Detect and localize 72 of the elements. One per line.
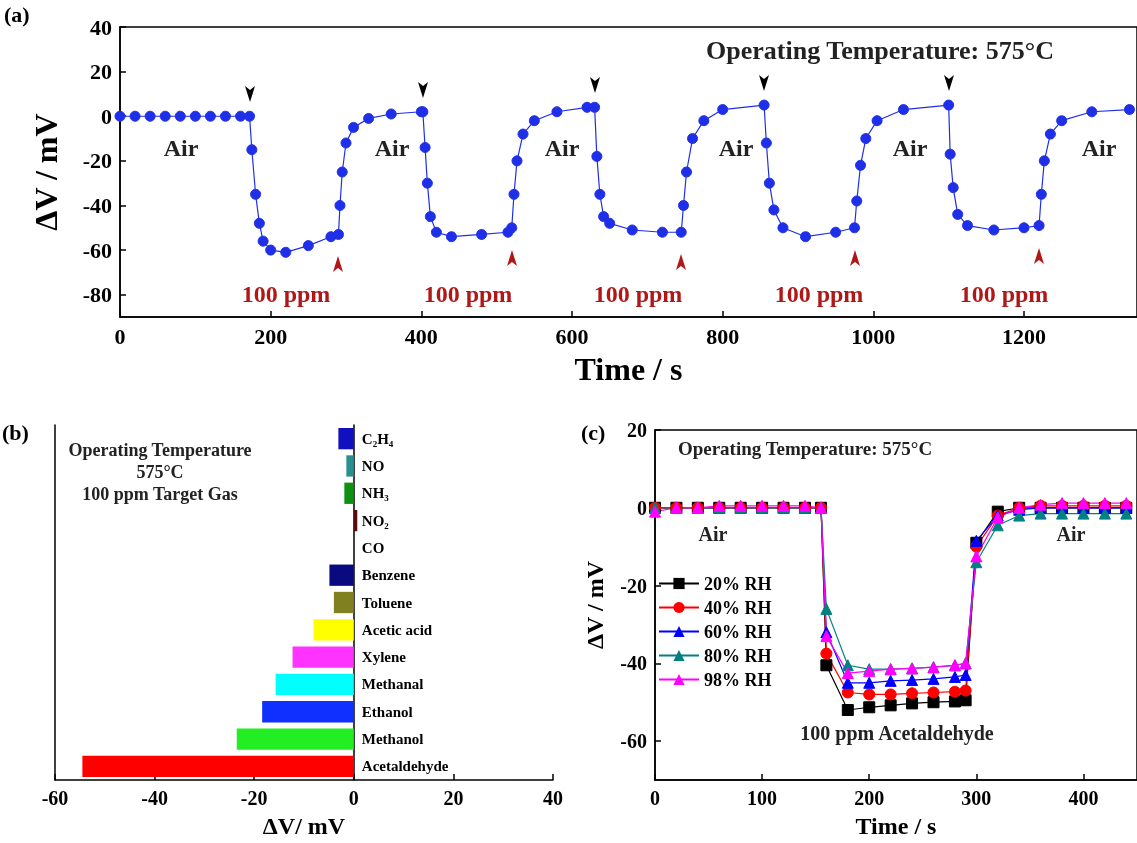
annotation: 100 ppm: [959, 281, 1049, 307]
annotation: Operating Temperature: 575°C: [677, 437, 933, 459]
x-tick-label: -60: [41, 787, 69, 809]
annotation: Air: [718, 135, 754, 161]
legend-label: 98% RH: [704, 669, 772, 690]
annotation: Air: [1081, 135, 1117, 161]
y-tick-label: Acetaldehyde: [361, 758, 449, 775]
annotation: Operating Temperature: [68, 440, 252, 460]
y-tick-label: -60: [620, 730, 647, 753]
x-tick-label: -40: [141, 787, 168, 809]
x-axis-title: ΔV/ mV: [262, 813, 346, 839]
y-tick-label: 0: [101, 103, 112, 129]
y-tick-label: -20: [620, 574, 647, 597]
y-tick-label: Toluene: [361, 594, 413, 611]
legend-label: 40% RH: [704, 597, 772, 618]
x-tick-label: 20: [443, 787, 464, 809]
y-tick-label: C₂H₄: [361, 430, 394, 447]
y-tick-label: Benzene: [361, 567, 416, 584]
text: (b): [2, 419, 29, 445]
y-axis-title: ΔV / mV: [582, 560, 608, 649]
y-tick-label: Ethanol: [361, 703, 413, 720]
annotation: 100 ppm: [593, 281, 683, 307]
annotation: Air: [1056, 523, 1086, 545]
annotation: Air: [698, 523, 728, 545]
y-tick-label: -40: [82, 192, 112, 218]
x-tick-label: 1000: [851, 323, 896, 349]
x-axis-title: Time / s: [855, 813, 937, 839]
y-tick-label: -20: [82, 148, 112, 174]
x-tick-label: 100: [747, 787, 778, 809]
y-tick-label: -40: [620, 652, 647, 675]
annotation: 100 ppm Target Gas: [82, 484, 238, 504]
annotation: 100 ppm Acetaldehyde: [800, 722, 994, 745]
y-tick-label: Acetic acid: [361, 621, 433, 638]
legend-label: 80% RH: [704, 645, 772, 666]
x-tick-label: -20: [240, 787, 268, 809]
y-tick-label: Methanal: [361, 676, 424, 693]
y-tick-label: -60: [82, 237, 112, 263]
y-axis-title: ΔV / mV: [28, 113, 64, 231]
y-tick-label: NO: [361, 457, 385, 474]
x-axis-title: Time / s: [574, 351, 683, 387]
annotation: 100 ppm: [241, 281, 331, 307]
y-tick-label: NO₂: [361, 512, 390, 529]
x-tick-label: 800: [706, 323, 740, 349]
x-tick-label: 200: [854, 787, 885, 809]
x-tick-label: 1200: [1002, 323, 1046, 349]
annotation: 100 ppm: [774, 281, 864, 307]
x-tick-label: 200: [254, 323, 288, 349]
annotation: Air: [374, 135, 410, 161]
annotation: Operating Temperature: 575°C: [706, 35, 1054, 65]
x-tick-label: 400: [1068, 787, 1099, 809]
x-tick-label: 600: [555, 323, 589, 349]
y-tick-label: CO: [361, 539, 385, 556]
annotation: Air: [163, 135, 199, 161]
text: (c): [581, 419, 606, 445]
y-tick-label: Xylene: [361, 649, 407, 666]
y-tick-label: -80: [82, 282, 112, 308]
legend-label: 60% RH: [704, 621, 772, 642]
x-tick-label: 400: [404, 323, 438, 349]
legend-label: 20% RH: [704, 573, 772, 594]
text: (a): [4, 1, 30, 27]
y-tick-label: 0: [637, 496, 647, 519]
y-tick-label: 40: [90, 14, 112, 40]
annotation: Air: [544, 135, 580, 161]
x-tick-label: 300: [961, 787, 992, 809]
y-tick-label: Methanol: [361, 731, 424, 748]
y-tick-label: 20: [90, 59, 112, 85]
annotation: 100 ppm: [423, 281, 513, 307]
annotation: Air: [892, 135, 928, 161]
y-tick-label: NH₃: [361, 485, 390, 502]
annotation: 575°C: [136, 462, 184, 482]
x-tick-label: 40: [543, 787, 563, 809]
y-tick-label: 20: [627, 419, 647, 441]
